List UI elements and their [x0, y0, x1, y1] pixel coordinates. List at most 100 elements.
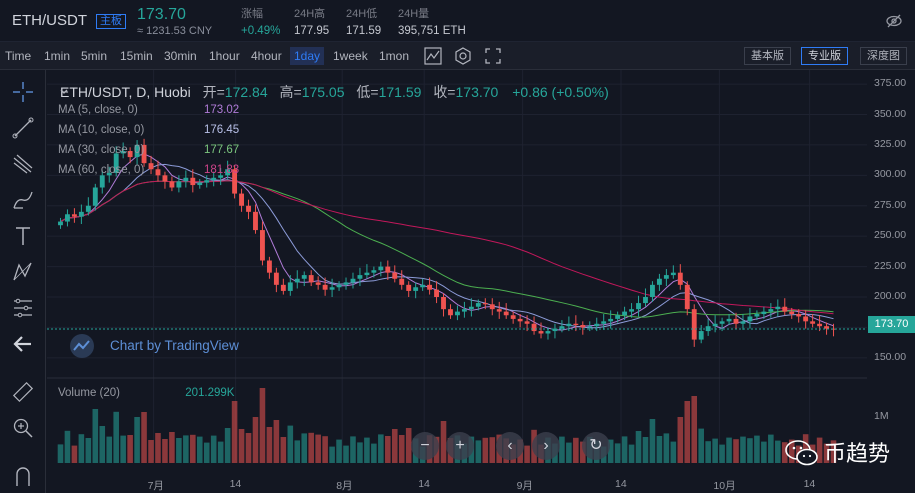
interval-1week[interactable]: 1week [333, 49, 368, 63]
pitchfork-icon[interactable] [11, 152, 35, 176]
interval-1mon[interactable]: 1mon [379, 49, 410, 63]
wechat-icon [785, 440, 818, 466]
candle-body [831, 328, 836, 330]
candle-body [817, 323, 823, 327]
high-value: 175.05 [301, 84, 345, 100]
volume-bar [315, 434, 321, 463]
volume-bar [308, 432, 314, 463]
zoom-in-button[interactable]: + [446, 432, 474, 460]
indicators-icon[interactable] [423, 46, 443, 66]
magnet-icon[interactable] [11, 464, 35, 488]
candle-body [670, 272, 676, 276]
candle-body [629, 309, 634, 312]
candle-body [448, 309, 453, 316]
volume-bar [621, 436, 628, 463]
candle-body [225, 169, 231, 176]
fullscreen-icon[interactable] [483, 46, 503, 66]
candle-body [461, 309, 467, 312]
ohlc-legend: ETH/USDT, D, Huobi 开=172.84 高=175.05 低=1… [60, 82, 609, 102]
interval-1min[interactable]: 1min [44, 49, 71, 63]
brush-icon[interactable] [11, 188, 35, 212]
interval-1day[interactable]: 1day [290, 47, 325, 65]
price-tick-label: 350.00 [874, 107, 907, 120]
candle-body [580, 324, 586, 328]
interval-toolbar: Time 1min 5min 15min 30min 1hour 4hour 1… [0, 42, 915, 70]
candle-body [246, 205, 251, 212]
close-label: 收= [433, 84, 456, 100]
price-axis[interactable]: 375.00 350.00 325.00 300.00 275.00 250.00 225.… [867, 70, 915, 493]
volume-bar [726, 437, 732, 463]
settings-icon[interactable] [453, 46, 473, 66]
pro-version-button[interactable]: 专业版 [801, 47, 848, 65]
current-price-tag: 173.70 [868, 316, 915, 333]
volume-legend[interactable]: Volume (20) 201.299K [58, 387, 234, 399]
pattern-icon[interactable] [11, 260, 35, 284]
candle-body [698, 331, 704, 340]
interval-30min[interactable]: 30min [164, 49, 197, 63]
candle-body [364, 272, 370, 276]
ma30-legend[interactable]: MA (30, close, 0) 177.67 [58, 144, 239, 156]
volume-bar [649, 419, 656, 463]
ma5-legend[interactable]: MA (5, close, 0) 173.02 [58, 104, 239, 116]
volume-value: 201.299K [185, 387, 235, 399]
depth-chart-button[interactable]: 深度图 [860, 47, 907, 65]
eye-off-icon[interactable] [885, 12, 903, 30]
candle-body [211, 177, 217, 181]
collapse-chevron-icon[interactable] [59, 87, 69, 97]
cny-price: ≈ 1231.53 CNY [137, 25, 213, 37]
price-tick-label: 275.00 [874, 198, 907, 211]
volume-bar [92, 409, 99, 463]
interval-4hour[interactable]: 4hour [251, 49, 282, 63]
back-icon[interactable] [11, 332, 35, 356]
reset-chart-button[interactable]: ↻ [582, 432, 610, 460]
candle-body [273, 272, 279, 285]
interval-1hour[interactable]: 1hour [209, 49, 240, 63]
zoom-out-button[interactable]: − [411, 432, 439, 460]
volume-bar [684, 401, 691, 463]
ma60-legend[interactable]: MA (60, close, 0) 181.83 [58, 164, 239, 176]
volume-bar [57, 444, 64, 463]
scroll-left-button[interactable]: ‹ [496, 432, 524, 460]
fib-icon[interactable] [11, 296, 35, 320]
interval-15min[interactable]: 15min [120, 49, 153, 63]
volume-bar [127, 435, 133, 463]
price-tick-label: 225.00 [874, 259, 907, 272]
ma-value: 176.45 [204, 124, 240, 136]
candle-body [782, 306, 788, 312]
candle-body [329, 287, 335, 290]
volume-bar [663, 433, 670, 463]
price-chart[interactable] [47, 70, 867, 493]
candle-body [608, 318, 614, 322]
volume-bar [391, 429, 398, 463]
volume-bar [614, 443, 621, 463]
volume-bar [371, 443, 377, 463]
basic-version-button[interactable]: 基本版 [744, 47, 791, 65]
candle-body [232, 169, 238, 194]
volume-bar [329, 446, 335, 463]
trendline-icon[interactable] [11, 116, 35, 140]
stat-label: 24H量 [398, 8, 430, 20]
scroll-right-button[interactable]: › [532, 432, 560, 460]
tradingview-watermark[interactable]: Chart by TradingView [110, 338, 239, 353]
zoom-icon[interactable] [11, 416, 35, 440]
ruler-icon[interactable] [11, 380, 35, 404]
candle-body [775, 306, 781, 310]
volume-bar [162, 439, 168, 463]
candle-body [336, 284, 342, 288]
candle-body [601, 321, 607, 324]
interval-5min[interactable]: 5min [81, 49, 108, 63]
time-tick-label: 9月 [516, 480, 533, 492]
text-icon[interactable] [11, 224, 35, 248]
stat-value: 177.95 [294, 25, 330, 37]
interval-time[interactable]: Time [5, 49, 32, 63]
pair-name[interactable]: ETH/USDT [12, 12, 87, 29]
crosshair-icon[interactable] [11, 80, 35, 104]
volume-bar [134, 417, 140, 463]
volume-bar [740, 436, 746, 463]
candle-body [594, 323, 600, 327]
candle-body [301, 275, 307, 279]
volume-bar [788, 439, 795, 463]
volume-bar [712, 438, 718, 463]
ma10-legend[interactable]: MA (10, close, 0) 176.45 [58, 124, 239, 136]
volume-bar [781, 442, 788, 463]
